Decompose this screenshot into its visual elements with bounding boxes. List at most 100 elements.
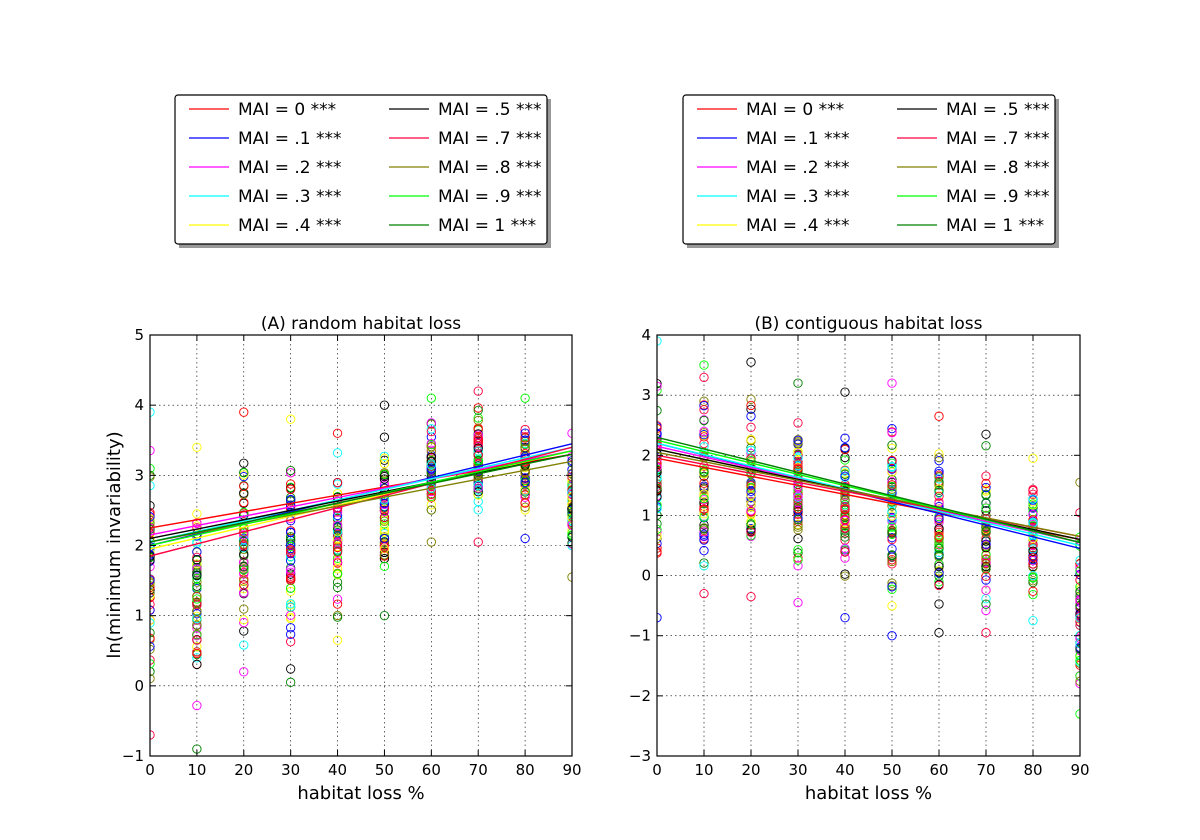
scatter-point (934, 543, 944, 553)
scatter-point (981, 503, 991, 513)
scatter-point (746, 486, 756, 497)
scatter-point (286, 414, 296, 424)
scatter-point (657, 423, 662, 433)
scatter-point (793, 435, 803, 446)
scatter-point (746, 499, 756, 510)
scatter-point (934, 488, 944, 498)
scatter-point (192, 573, 202, 584)
scatter-point (887, 534, 897, 545)
scatter-point (699, 478, 709, 488)
legend-a: MAI = 0 *** MAI = .1 *** MAI = .2 *** MAI =… (174, 94, 551, 248)
x-tick-label: 30 (281, 761, 300, 779)
scatter-point (840, 504, 850, 515)
scatter-point (239, 584, 249, 594)
scatter-point (887, 440, 897, 450)
scatter-point (840, 495, 850, 506)
scatter-point (887, 584, 897, 594)
legend-frame (174, 94, 548, 245)
scatter-point (286, 677, 296, 687)
scatter-point (192, 570, 202, 581)
scatter-point (473, 480, 483, 491)
scatter-point (286, 468, 296, 478)
scatter-point (192, 642, 202, 652)
scatter-point (793, 418, 803, 428)
scatter-point (1075, 591, 1080, 601)
x-tick-label: 80 (1023, 761, 1042, 779)
scatter-point (520, 439, 530, 449)
scatter-point (192, 659, 202, 670)
scatter-point (520, 393, 530, 403)
scatter-point (699, 501, 709, 511)
scatter-point (379, 451, 390, 461)
scatter-point (793, 453, 803, 464)
scatter-point (520, 502, 530, 512)
scatter-point (746, 520, 756, 530)
scatter-point (473, 490, 483, 500)
scatter-point (332, 564, 343, 574)
legend-label: MAI = .1 *** (746, 129, 850, 149)
scatter-point (1075, 609, 1080, 619)
scatter-point (426, 489, 436, 500)
scatter-point (286, 545, 296, 555)
scatter-point (332, 557, 343, 567)
scatter-point (332, 510, 343, 521)
scatter-point (746, 490, 756, 501)
scatter-point (699, 558, 709, 568)
scatter-point (379, 400, 390, 410)
scatter-point (379, 550, 390, 560)
fit-line (150, 446, 572, 543)
scatter-point (746, 422, 756, 432)
scatter-point (426, 442, 436, 452)
x-axis-label: habitat loss % (805, 783, 932, 804)
x-tick-label: 60 (929, 761, 948, 779)
panel-title: (B) contiguous habitat loss (755, 314, 983, 334)
x-tick-label: 60 (422, 761, 441, 779)
scatter-point (1075, 535, 1080, 546)
scatter-point (981, 543, 991, 553)
scatter-point (657, 538, 662, 549)
y-tick-label: −1 (629, 627, 651, 645)
scatter-point (239, 481, 249, 491)
scatter-point (379, 533, 390, 544)
y-tick-label: 0 (134, 677, 144, 695)
x-tick-label: 90 (1070, 761, 1089, 779)
scatter-point (1075, 678, 1080, 689)
scatter-point (657, 449, 662, 459)
scatter-point (793, 525, 803, 535)
legend-frame (682, 94, 1056, 245)
scatter-point (426, 426, 436, 437)
scatter-point (192, 509, 202, 519)
scatter-point (192, 609, 202, 619)
scatter-point (793, 555, 803, 565)
scatter-point (657, 519, 662, 529)
scatter-point (840, 455, 850, 465)
scatter-point (657, 458, 662, 469)
scatter-point (657, 405, 662, 416)
scatter-point (192, 555, 202, 565)
scatter-point (332, 478, 343, 488)
scatter-point (1075, 633, 1080, 644)
scatter-point (239, 580, 249, 590)
scatter-point (239, 536, 249, 547)
fit-line (150, 453, 572, 543)
scatter-point (934, 547, 944, 558)
scatter-point (239, 549, 249, 559)
scatter-point (473, 439, 483, 449)
scatter-point (934, 466, 944, 476)
legend-label: MAI = .5 *** (438, 100, 542, 120)
scatter-point (192, 547, 202, 557)
scatter-point (746, 445, 756, 456)
scatter-point (1028, 544, 1038, 554)
scatter-point (286, 629, 296, 640)
legend-label: MAI = .7 *** (946, 129, 1050, 149)
scatter-point (746, 394, 756, 404)
legend-b: MAI = 0 *** MAI = .1 *** MAI = .2 *** MAI =… (682, 94, 1059, 248)
scatter-point (332, 594, 343, 604)
x-tick-label: 0 (652, 761, 662, 779)
scatter-point (840, 547, 850, 557)
scatter-point (746, 506, 756, 516)
scatter-point (887, 378, 897, 388)
scatter-point (657, 547, 662, 557)
legend-label: MAI = .8 *** (946, 158, 1050, 178)
scatter-point (332, 448, 343, 458)
